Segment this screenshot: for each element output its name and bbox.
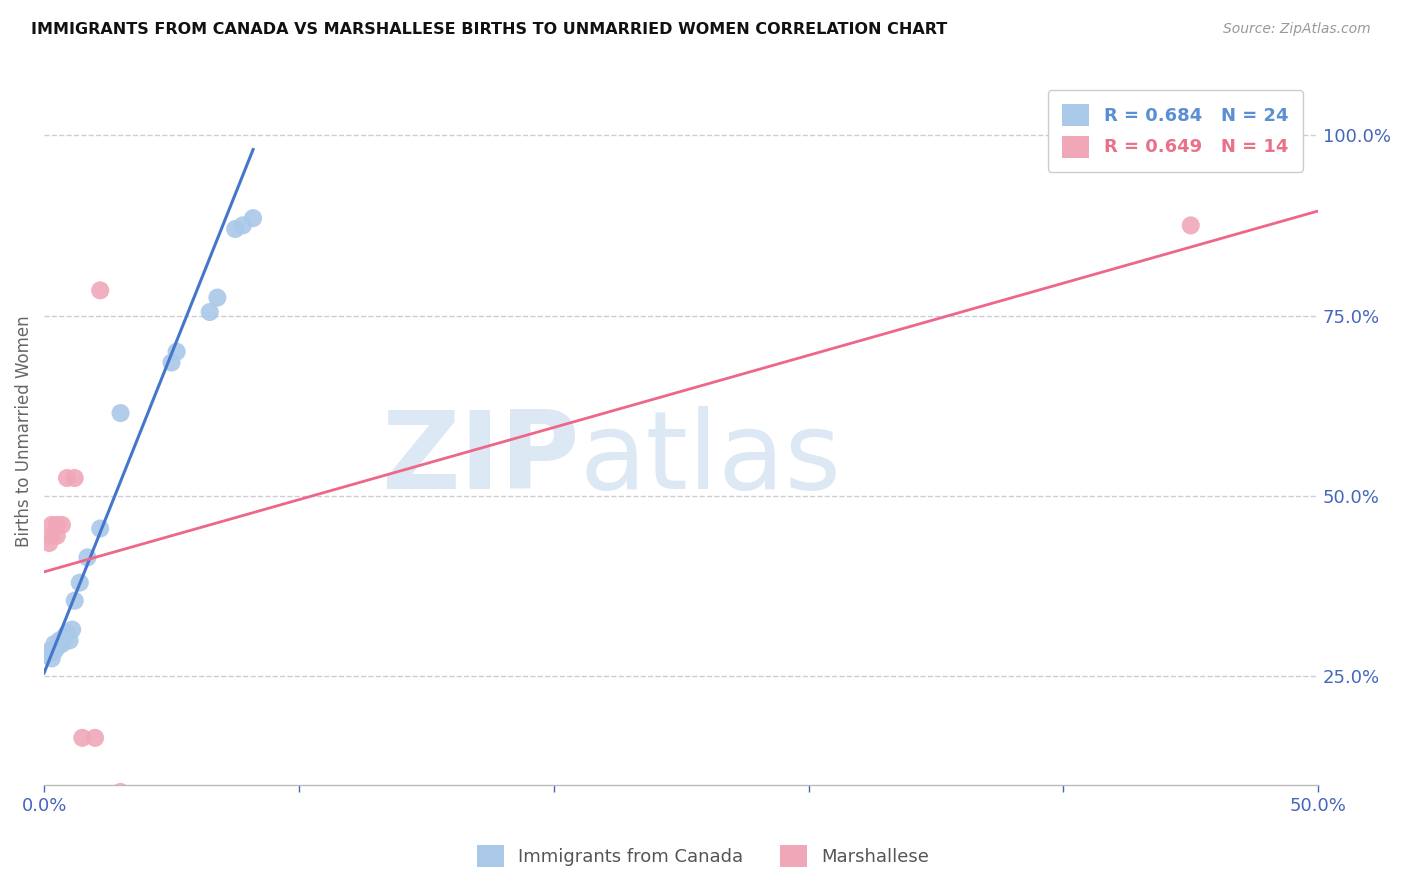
Point bbox=[166, 344, 188, 359]
Point bbox=[84, 731, 107, 745]
Text: Source: ZipAtlas.com: Source: ZipAtlas.com bbox=[1223, 22, 1371, 37]
Point bbox=[98, 803, 121, 817]
Point bbox=[63, 593, 86, 607]
Point bbox=[160, 355, 183, 369]
Point bbox=[51, 637, 73, 651]
Text: atlas: atlas bbox=[579, 407, 841, 512]
Point bbox=[56, 626, 79, 640]
Legend: Immigrants from Canada, Marshallese: Immigrants from Canada, Marshallese bbox=[470, 838, 936, 874]
Point bbox=[110, 785, 132, 799]
Point bbox=[198, 305, 221, 319]
Point bbox=[38, 536, 60, 550]
Point bbox=[41, 651, 63, 665]
Point bbox=[41, 529, 63, 543]
Point bbox=[38, 644, 60, 658]
Point bbox=[60, 623, 83, 637]
Point bbox=[44, 637, 66, 651]
Point bbox=[35, 648, 58, 662]
Legend: R = 0.684   N = 24, R = 0.649   N = 14: R = 0.684 N = 24, R = 0.649 N = 14 bbox=[1047, 90, 1303, 172]
Point bbox=[56, 471, 79, 485]
Point bbox=[242, 211, 264, 226]
Point bbox=[110, 406, 132, 420]
Point bbox=[69, 575, 91, 590]
Text: ZIP: ZIP bbox=[381, 407, 579, 512]
Point bbox=[41, 517, 63, 532]
Point bbox=[232, 219, 254, 233]
Point bbox=[44, 644, 66, 658]
Point bbox=[45, 517, 67, 532]
Point bbox=[51, 517, 73, 532]
Point bbox=[89, 522, 111, 536]
Point bbox=[1180, 219, 1202, 233]
Point bbox=[63, 471, 86, 485]
Point bbox=[45, 529, 67, 543]
Point bbox=[224, 222, 246, 236]
Point bbox=[53, 630, 76, 644]
Point bbox=[58, 633, 80, 648]
Point bbox=[207, 291, 229, 305]
Point bbox=[89, 284, 111, 298]
Point bbox=[48, 633, 70, 648]
Point bbox=[45, 640, 67, 655]
Point bbox=[72, 731, 94, 745]
Point bbox=[76, 550, 98, 565]
Y-axis label: Births to Unmarried Women: Births to Unmarried Women bbox=[15, 315, 32, 547]
Text: IMMIGRANTS FROM CANADA VS MARSHALLESE BIRTHS TO UNMARRIED WOMEN CORRELATION CHAR: IMMIGRANTS FROM CANADA VS MARSHALLESE BI… bbox=[31, 22, 948, 37]
